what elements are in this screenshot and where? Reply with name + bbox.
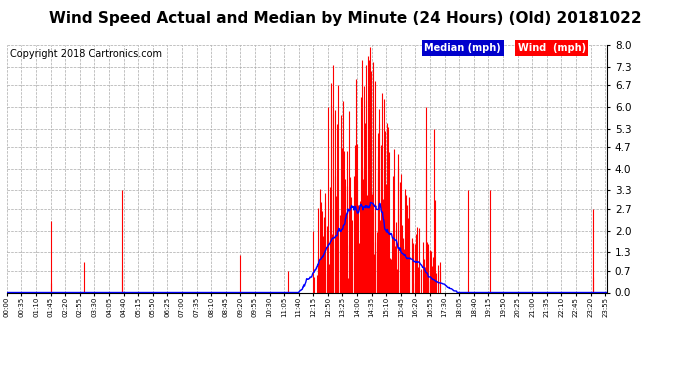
Text: Wind Speed Actual and Median by Minute (24 Hours) (Old) 20181022: Wind Speed Actual and Median by Minute (… [49,11,641,26]
Text: Median (mph): Median (mph) [424,43,501,53]
Text: Wind  (mph): Wind (mph) [518,43,586,53]
Text: Copyright 2018 Cartronics.com: Copyright 2018 Cartronics.com [10,49,162,59]
